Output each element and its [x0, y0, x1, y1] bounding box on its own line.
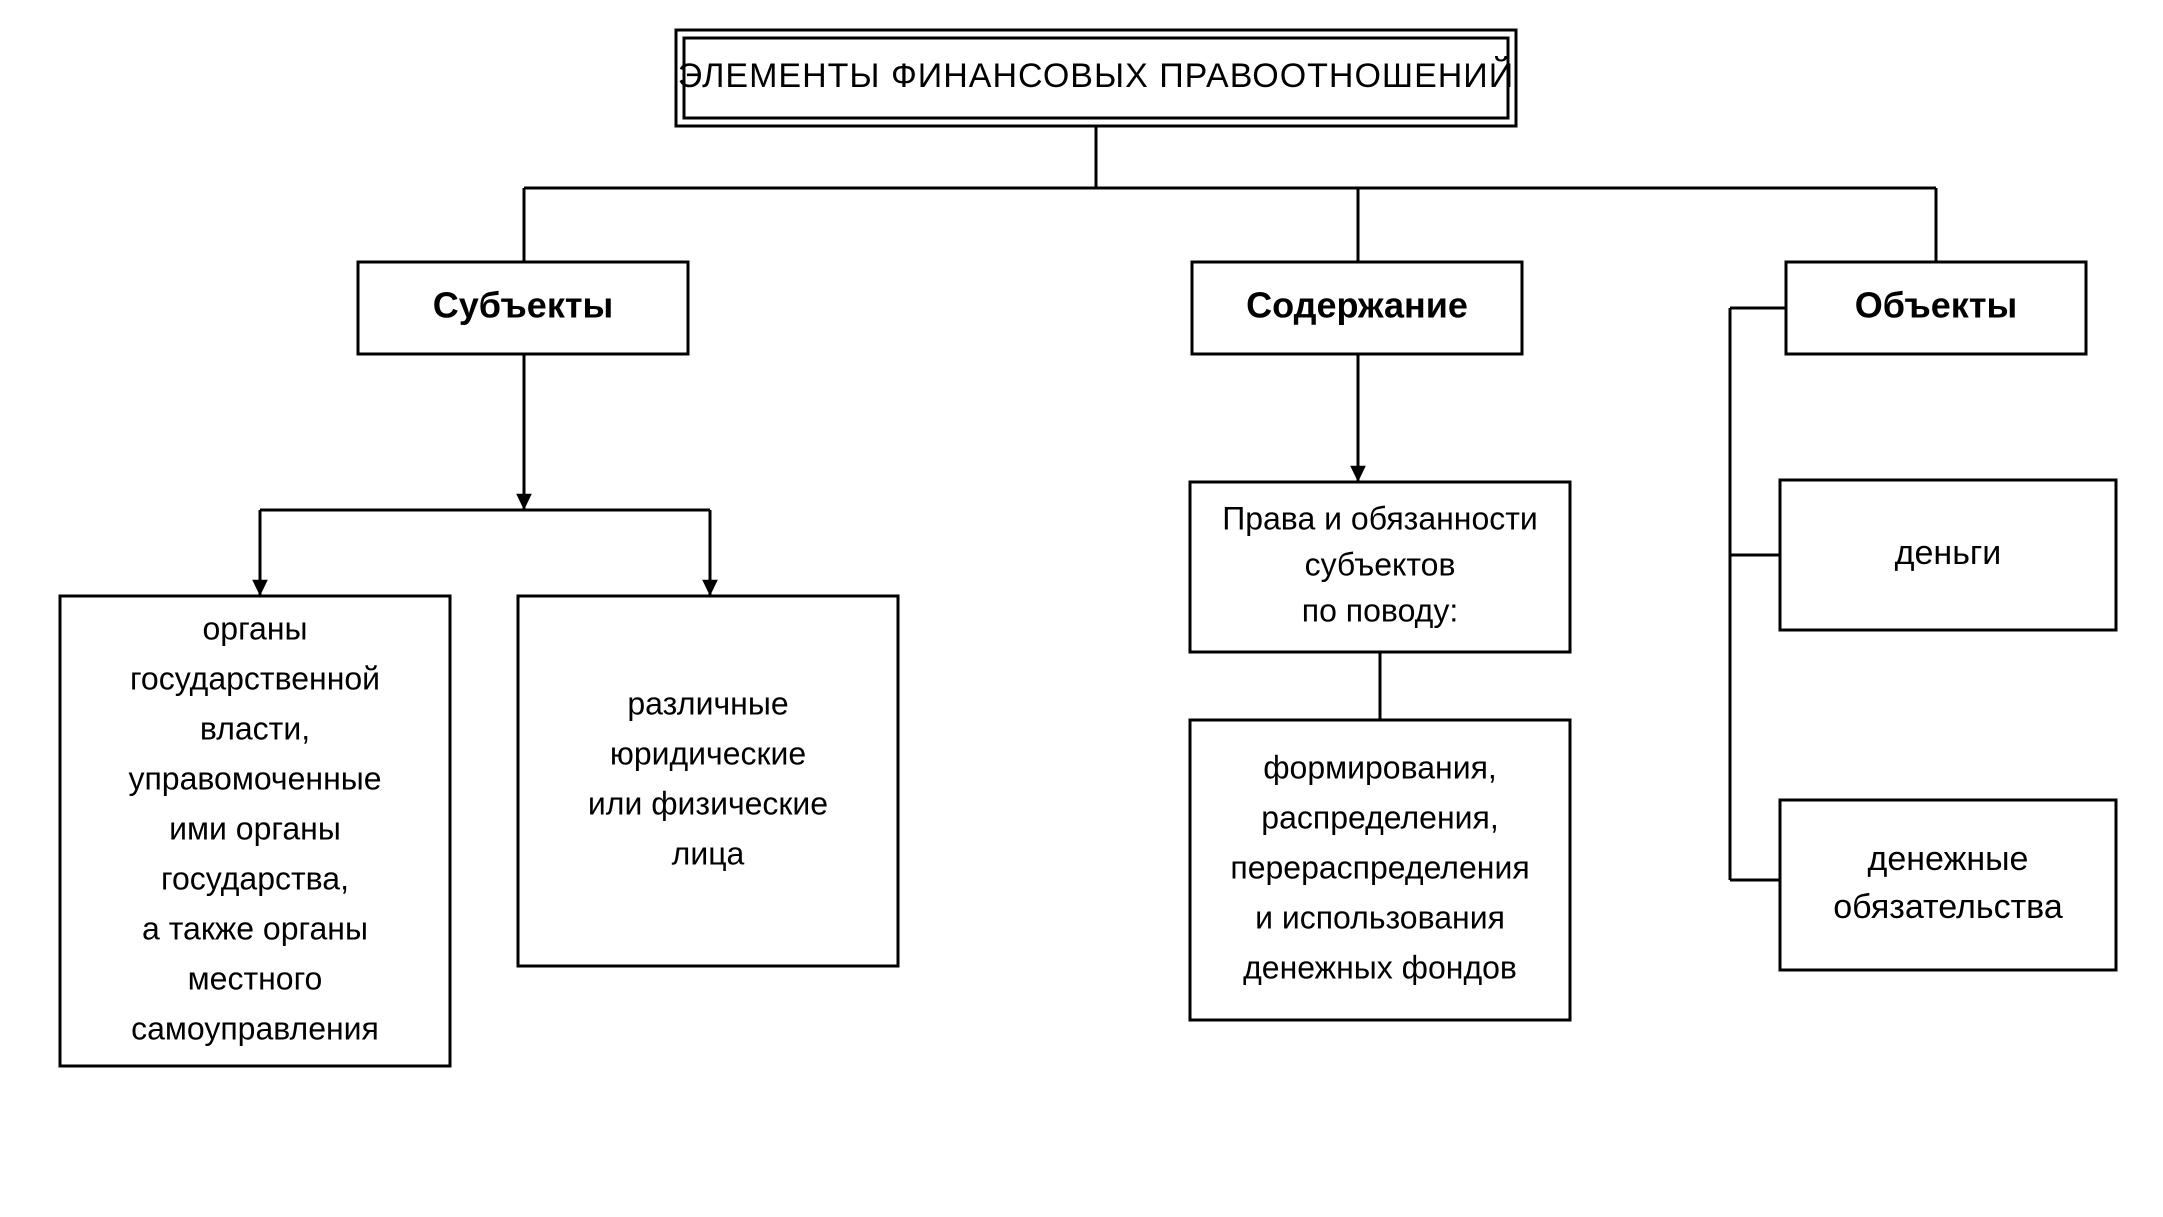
node-objects-line-0: Объекты: [1855, 285, 2017, 326]
node-root: ЭЛЕМЕНТЫ ФИНАНСОВЫХ ПРАВООТНОШЕНИЙ: [676, 30, 1516, 126]
node-root-line-0: ЭЛЕМЕНТЫ ФИНАНСОВЫХ ПРАВООТНОШЕНИЙ: [678, 57, 1514, 95]
connector-5: [516, 354, 532, 510]
node-subjects-line-0: Субъекты: [433, 285, 613, 326]
node-obj-money: деньги: [1780, 480, 2116, 630]
diagram-flowchart: ЭЛЕМЕНТЫ ФИНАНСОВЫХ ПРАВООТНОШЕНИЙ Субъек…: [0, 0, 2163, 1217]
node-obj-obl-line-1: обязательства: [1833, 888, 2063, 926]
node-subj-gov-line-0: органы: [202, 610, 307, 646]
node-content-funds-line-1: распределения,: [1261, 799, 1498, 835]
node-subj-persons-line-3: лица: [672, 835, 745, 871]
node-content-funds-line-0: формирования,: [1263, 749, 1497, 785]
node-content-funds-line-3: и использования: [1255, 899, 1505, 935]
node-subj-persons-line-1: юридические: [610, 735, 806, 771]
node-subj-gov-line-6: а также органы: [142, 910, 368, 946]
node-subjects: Субъекты: [358, 262, 688, 354]
node-content-rights-line-2: по поводу:: [1302, 592, 1458, 628]
node-obj-money-line-0: деньги: [1895, 534, 2002, 572]
node-subj-persons: различные юридические или физические лица: [518, 596, 898, 966]
node-content-line-0: Содержание: [1246, 285, 1468, 326]
node-content-funds-line-2: перераспределения: [1230, 849, 1529, 885]
node-content: Содержание: [1192, 262, 1522, 354]
connector-9: [1350, 354, 1366, 482]
node-subj-gov-line-8: самоуправления: [131, 1010, 379, 1046]
node-subj-gov-line-1: государственной: [130, 660, 380, 696]
node-subj-persons-line-2: или физические: [588, 785, 828, 821]
node-subj-gov-line-3: управомоченные: [128, 760, 381, 796]
connector-7: [252, 510, 268, 596]
node-content-rights: Права и обязанности субъектов по поводу:: [1190, 482, 1570, 652]
node-content-funds: формирования, распределения, перераспредел…: [1190, 720, 1570, 1020]
node-content-rights-line-0: Права и обязанности: [1222, 500, 1538, 536]
node-obj-obl-line-0: денежные: [1868, 840, 2029, 878]
connector-8: [702, 510, 718, 596]
node-objects: Объекты: [1786, 262, 2086, 354]
node-subj-gov: органы государственной власти, управомоченн…: [60, 596, 450, 1066]
node-content-funds-line-4: денежных фондов: [1243, 949, 1517, 985]
node-obj-obl: денежные обязательства: [1780, 800, 2116, 970]
node-subj-gov-line-7: местного: [188, 960, 323, 996]
node-subj-persons-line-0: различные: [627, 685, 788, 721]
node-subj-gov-line-4: ими органы: [169, 810, 341, 846]
node-content-rights-line-1: субъектов: [1305, 546, 1456, 582]
node-subj-gov-line-5: государства,: [161, 860, 349, 896]
node-subj-gov-line-2: власти,: [200, 710, 310, 746]
